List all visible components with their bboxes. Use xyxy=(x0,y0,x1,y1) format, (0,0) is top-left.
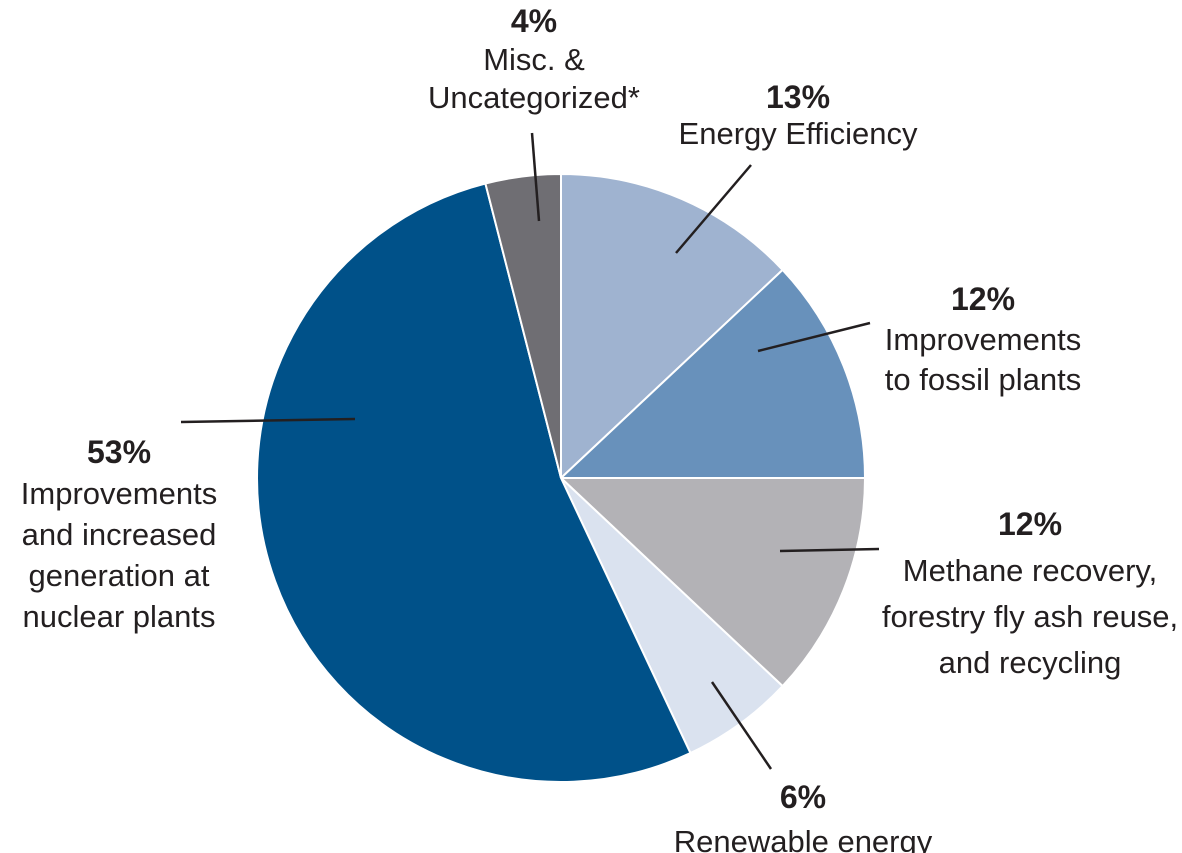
slice-category-label-5-line-3: generation at xyxy=(29,558,210,593)
slice-category-label-5-line-2: and increased xyxy=(22,517,217,552)
slice-category-label-3-line-1: Methane recovery, xyxy=(903,553,1157,588)
slice-category-label-3-line-2: forestry fly ash reuse, xyxy=(882,599,1178,634)
slice-category-label-1-line-1: Energy Efficiency xyxy=(679,116,918,151)
slice-category-label-6-line-1: Misc. & xyxy=(483,42,585,77)
slice-category-label-2-line-2: to fossil plants xyxy=(885,362,1081,397)
slice-category-label-2-line-1: Improvements xyxy=(885,322,1081,357)
slice-percent-label-4: 6% xyxy=(780,779,826,815)
slice-category-label-6-line-2: Uncategorized* xyxy=(428,80,640,115)
slice-percent-label-6: 4% xyxy=(511,3,557,39)
slice-category-label-5-line-1: Improvements xyxy=(21,476,217,511)
slice-percent-label-3: 12% xyxy=(998,506,1062,542)
slice-category-label-4-line-1: Renewable energy xyxy=(674,824,933,853)
slice-category-label-3-line-3: and recycling xyxy=(939,645,1122,680)
slice-category-label-5-line-4: nuclear plants xyxy=(22,599,215,634)
pie-slices xyxy=(257,174,865,782)
slice-percent-label-2: 12% xyxy=(951,281,1015,317)
slice-percent-label-5: 53% xyxy=(87,434,151,470)
slice-percent-label-1: 13% xyxy=(766,79,830,115)
